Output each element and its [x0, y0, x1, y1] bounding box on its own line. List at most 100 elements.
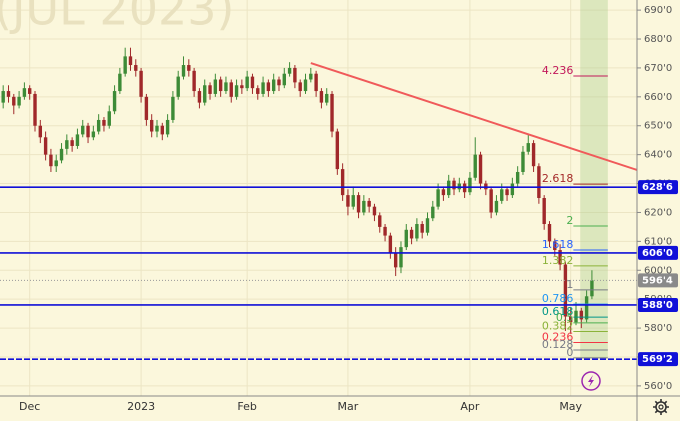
y-tick-label: 580'0: [644, 323, 672, 334]
candle-body: [335, 131, 340, 170]
x-tick-label: May: [559, 400, 582, 413]
trend-line: [310, 62, 637, 172]
x-tick-label: Feb: [237, 400, 256, 413]
candle-body: [309, 73, 313, 80]
candle-body: [70, 140, 74, 146]
candle-body: [49, 154, 53, 167]
candle-body: [96, 119, 101, 132]
candle-body: [378, 215, 382, 227]
fib-label: 1.618: [542, 238, 574, 251]
x-tick-label: Apr: [460, 400, 480, 413]
candle-body: [537, 166, 541, 198]
candle-body: [287, 67, 292, 74]
candle-body: [6, 91, 11, 97]
candle-body: [431, 206, 435, 219]
candle-body: [123, 56, 127, 74]
candle-body: [436, 189, 440, 207]
y-tick-label: 650'0: [644, 121, 672, 132]
level-label: 628'6: [642, 182, 673, 193]
y-tick-label: 610'0: [644, 236, 672, 247]
level-tag: [638, 352, 678, 367]
candle-body: [563, 264, 568, 317]
x-tick-label: Dec: [19, 400, 40, 413]
y-tick-label: 670'0: [644, 63, 672, 74]
candle-body: [584, 296, 589, 320]
candle-body: [17, 96, 21, 106]
candle-body: [399, 247, 403, 268]
candle-body: [203, 85, 207, 103]
candle-body: [553, 241, 557, 251]
candle-body: [218, 79, 223, 92]
fib-label: 0.236: [542, 331, 574, 344]
candle-body: [346, 195, 350, 207]
candle-body: [128, 56, 133, 66]
candle-body: [139, 70, 143, 97]
candle-body: [144, 96, 149, 120]
candle-body: [330, 93, 334, 132]
candle-body: [160, 125, 164, 135]
candle-body: [54, 160, 58, 167]
watermark: (JUL 2023): [0, 0, 234, 36]
candle-body: [271, 79, 276, 92]
candle-body: [388, 235, 393, 253]
x-tick-label: Mar: [338, 400, 359, 413]
candle-body: [208, 85, 212, 94]
candle-body: [293, 67, 297, 83]
level-tag: [638, 245, 678, 260]
candle-body: [59, 148, 64, 161]
candle-body: [473, 154, 477, 178]
candle-body: [356, 195, 361, 213]
candle-body: [213, 79, 218, 94]
candle-body: [298, 82, 302, 92]
fib-label: 1.382: [542, 254, 574, 267]
candle-body: [282, 73, 286, 86]
candle-body: [521, 151, 525, 172]
candle-body: [181, 65, 186, 77]
candle-body: [515, 171, 520, 184]
candle-body: [33, 93, 37, 126]
candle-body: [362, 200, 366, 213]
candle-body: [569, 316, 573, 323]
candle-body: [43, 137, 48, 155]
candle-body: [245, 76, 249, 89]
candle-body: [500, 189, 504, 201]
x-tick-label: 2023: [127, 400, 155, 413]
candle-body: [579, 310, 584, 320]
candle-body: [489, 189, 493, 213]
settings-button[interactable]: [653, 399, 669, 415]
candle-body: [149, 119, 154, 132]
candle-body: [314, 73, 318, 92]
replay-button[interactable]: [581, 371, 601, 391]
fib-label: 0.128: [542, 338, 574, 351]
candle-body: [197, 91, 202, 103]
candle-body: [22, 88, 27, 97]
candle-body: [1, 91, 5, 103]
last-price-label: 596'4: [642, 275, 673, 286]
y-tick-label: 560'0: [644, 381, 672, 392]
fib-label: 0.786: [542, 292, 574, 305]
candle-body: [441, 189, 446, 196]
axes: 560'0570'0580'0590'0600'0610'0620'0630'0…: [19, 5, 678, 413]
level-label: 606'0: [642, 248, 673, 259]
candle-body: [351, 195, 355, 207]
last-price-tag: [638, 273, 678, 288]
y-tick-label: 660'0: [644, 92, 672, 103]
candle-body: [558, 250, 562, 265]
y-tick-label: 640'0: [644, 150, 672, 161]
plot-area: 4.236 2.618 2 1.618 1.382 10.7860.6180.50.382…: [0, 0, 637, 360]
y-tick-label: 620'0: [644, 207, 672, 218]
candle-body: [86, 125, 90, 138]
candle-body: [420, 224, 424, 233]
candle-body: [91, 131, 96, 138]
candle-body: [590, 280, 594, 297]
candle-body: [531, 143, 536, 167]
candle-body: [261, 82, 265, 94]
projection-zone: [580, 0, 608, 358]
candle-body: [367, 200, 371, 207]
candle-body: [28, 88, 32, 94]
fib-label: 0.382: [542, 320, 574, 333]
candle-body: [112, 91, 117, 112]
candle-body: [526, 143, 530, 152]
candle-body: [134, 65, 138, 71]
